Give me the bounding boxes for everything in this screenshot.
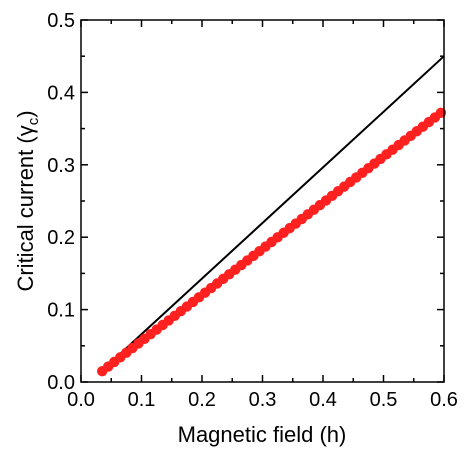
y-tick-label: 0.4 [47,82,75,104]
y-tick-label: 0.5 [47,10,75,32]
y-tick-label: 0.3 [47,155,75,177]
axis-ticks: 0.0 0.1 0.2 0.3 0.4 0.5 0.6 0.0 0.1 0.2 0.3 0.4 0.5 [47,10,458,411]
y-axis-title-main: Critical current ( [13,136,38,292]
y-axis-title-symbol: γ [13,125,38,136]
x-tick-label: 0.6 [430,389,458,411]
series-line [104,55,445,369]
x-tick-label: 0.4 [309,389,337,411]
x-tick-label: 0.0 [67,389,95,411]
y-tick-label: 0.1 [47,300,75,322]
y-tick-label: 0.2 [47,227,75,249]
y-axis-title: Critical current (γc) [13,110,42,291]
x-axis-title: Magnetic field (h) [178,422,347,447]
x-tick-label: 0.2 [188,389,216,411]
y-axis-title-close: ) [13,110,38,117]
x-tick-label: 0.5 [370,389,398,411]
x-tick-label: 0.1 [128,389,156,411]
x-tick-label: 0.3 [249,389,277,411]
plot-frame [80,19,445,383]
y-axis-title-subscript: c [25,117,42,125]
y-tick-label: 0.0 [47,372,75,394]
data-marks [96,55,447,377]
